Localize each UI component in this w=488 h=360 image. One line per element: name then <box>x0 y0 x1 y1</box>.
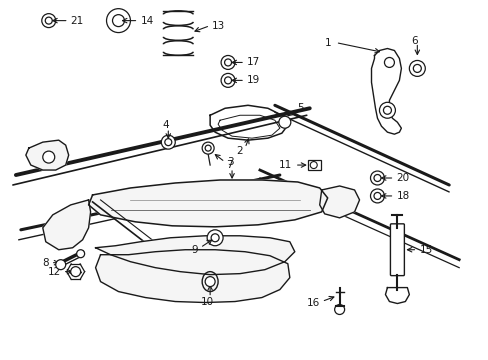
Circle shape <box>370 189 384 203</box>
Circle shape <box>412 64 421 72</box>
Text: 8: 8 <box>42 258 49 268</box>
Circle shape <box>164 139 171 146</box>
Polygon shape <box>26 140 68 170</box>
FancyBboxPatch shape <box>389 224 404 276</box>
Text: 17: 17 <box>246 58 260 67</box>
Text: 20: 20 <box>396 173 408 183</box>
Text: 7: 7 <box>225 160 232 170</box>
Circle shape <box>384 58 394 67</box>
Circle shape <box>408 60 425 76</box>
Text: 2: 2 <box>236 146 243 156</box>
Text: 14: 14 <box>140 15 153 26</box>
Circle shape <box>71 267 81 276</box>
Text: 9: 9 <box>191 245 198 255</box>
Polygon shape <box>319 186 359 218</box>
Circle shape <box>334 305 344 315</box>
Circle shape <box>370 171 384 185</box>
Text: 16: 16 <box>306 297 319 307</box>
Circle shape <box>221 55 235 69</box>
Circle shape <box>278 116 290 128</box>
Polygon shape <box>95 250 289 302</box>
Text: 15: 15 <box>419 245 432 255</box>
Text: 10: 10 <box>200 297 213 306</box>
Circle shape <box>56 260 65 270</box>
Text: 19: 19 <box>246 75 260 85</box>
Polygon shape <box>88 180 327 227</box>
FancyBboxPatch shape <box>307 160 320 170</box>
Circle shape <box>383 106 390 114</box>
Text: 21: 21 <box>71 15 84 26</box>
Text: 13: 13 <box>212 21 225 31</box>
Circle shape <box>45 17 52 24</box>
Text: 11: 11 <box>278 160 291 170</box>
Text: 3: 3 <box>226 157 233 167</box>
Circle shape <box>161 135 175 149</box>
Circle shape <box>379 102 395 118</box>
Polygon shape <box>42 200 90 250</box>
Polygon shape <box>95 236 294 275</box>
Text: 4: 4 <box>162 120 168 130</box>
Circle shape <box>207 230 223 246</box>
Circle shape <box>373 193 380 199</box>
Circle shape <box>224 77 231 84</box>
Circle shape <box>202 142 214 154</box>
Circle shape <box>41 14 56 28</box>
Circle shape <box>309 162 317 168</box>
Circle shape <box>112 15 124 27</box>
Circle shape <box>205 145 211 151</box>
Text: 1: 1 <box>325 37 331 48</box>
Text: 18: 18 <box>396 191 409 201</box>
Circle shape <box>224 59 231 66</box>
Circle shape <box>106 9 130 32</box>
Circle shape <box>42 151 55 163</box>
Circle shape <box>205 276 215 287</box>
Circle shape <box>77 250 84 258</box>
Circle shape <box>221 73 235 87</box>
Circle shape <box>373 175 380 181</box>
Text: 6: 6 <box>410 36 417 46</box>
Text: 12: 12 <box>47 267 61 276</box>
Circle shape <box>211 234 219 242</box>
Text: 5: 5 <box>296 103 303 113</box>
